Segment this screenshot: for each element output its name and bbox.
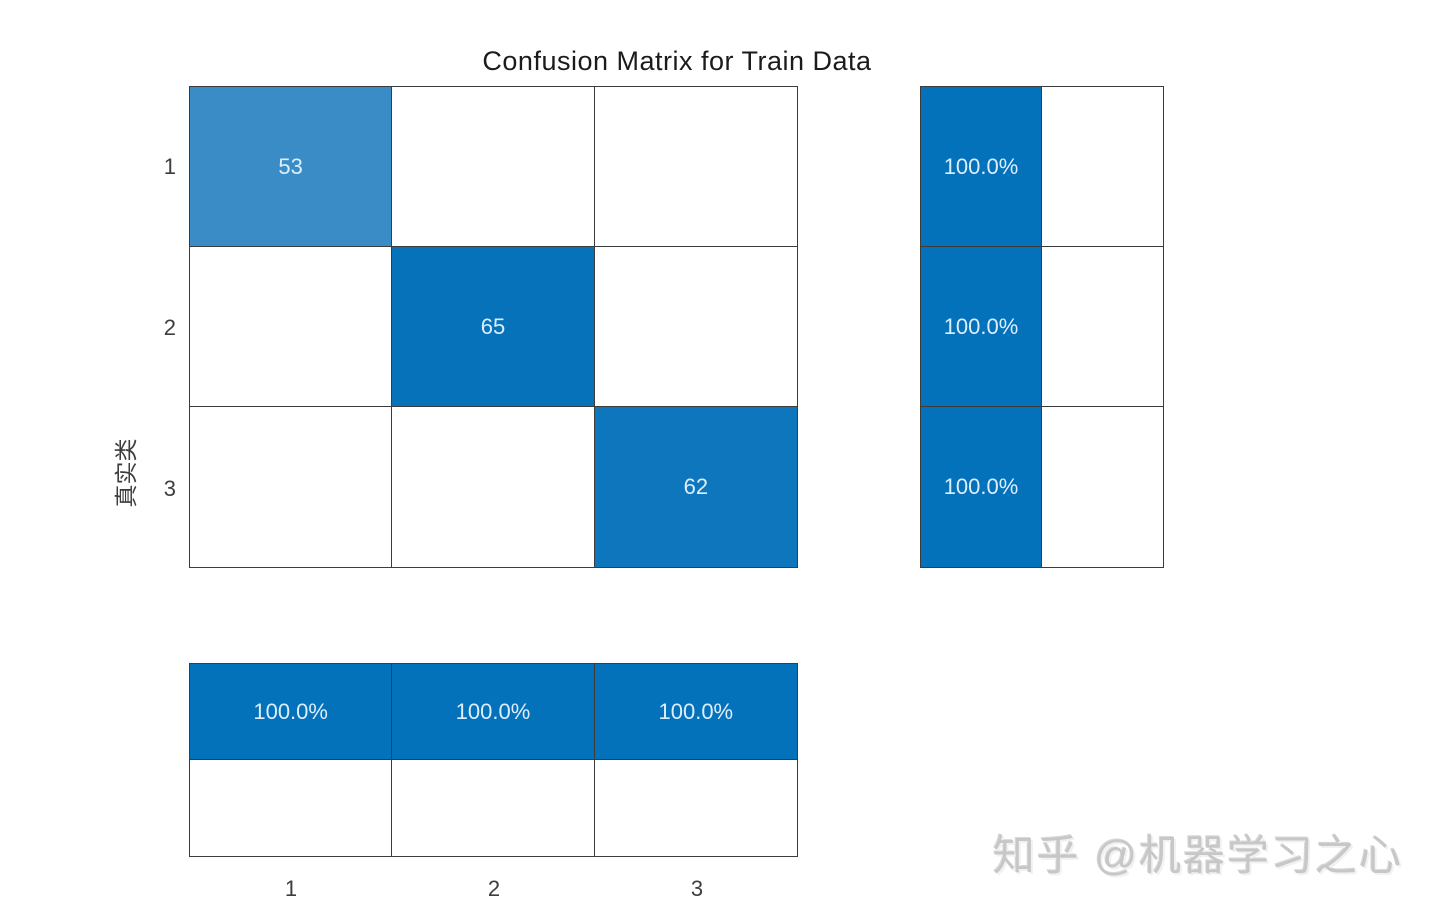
y-tick-label-2: 2	[163, 315, 176, 340]
row-summary-incorrect-r3	[1042, 407, 1163, 567]
row-summary-incorrect-r2	[1042, 247, 1163, 407]
col-summary-correct-c3: 100.0%	[594, 664, 797, 760]
matrix-cell-r3c3: 62	[594, 407, 797, 567]
matrix-cell-r2c3	[594, 247, 797, 407]
row-summary-grid: 100.0% 100.0% 100.0%	[920, 86, 1164, 568]
matrix-cell-r1c3	[594, 87, 797, 247]
zhihu-watermark: 知乎 @机器学习之心	[992, 832, 1403, 879]
matrix-cell-r3c1	[190, 407, 393, 567]
row-summary-incorrect-r1	[1042, 87, 1163, 247]
y-tick-label-3: 3	[163, 476, 176, 501]
matrix-cell-r3c2	[392, 407, 595, 567]
matrix-cell-r2c2: 65	[392, 247, 595, 407]
col-summary-correct-c2: 100.0%	[392, 664, 595, 760]
confusion-matrix-grid: 53 65 62	[189, 86, 798, 568]
column-summary-grid: 100.0% 100.0% 100.0%	[189, 663, 798, 857]
col-summary-incorrect-c2	[392, 760, 595, 856]
y-tick-label-1: 1	[163, 154, 176, 179]
row-summary-correct-r1: 100.0%	[921, 87, 1042, 247]
matrix-cell-r1c2	[392, 87, 595, 247]
chart-title: Confusion Matrix for Train Data	[482, 46, 872, 76]
x-tick-label-2: 2	[487, 876, 501, 901]
y-axis-label: 真实类	[113, 438, 139, 508]
matrix-cell-r1c1: 53	[190, 87, 393, 247]
col-summary-correct-c1: 100.0%	[190, 664, 393, 760]
matrix-cell-r2c1	[190, 247, 393, 407]
row-summary-correct-r3: 100.0%	[921, 407, 1042, 567]
x-tick-label-3: 3	[690, 876, 704, 901]
col-summary-incorrect-c3	[594, 760, 797, 856]
x-tick-label-1: 1	[284, 876, 298, 901]
row-summary-correct-r2: 100.0%	[921, 247, 1042, 407]
col-summary-incorrect-c1	[190, 760, 393, 856]
